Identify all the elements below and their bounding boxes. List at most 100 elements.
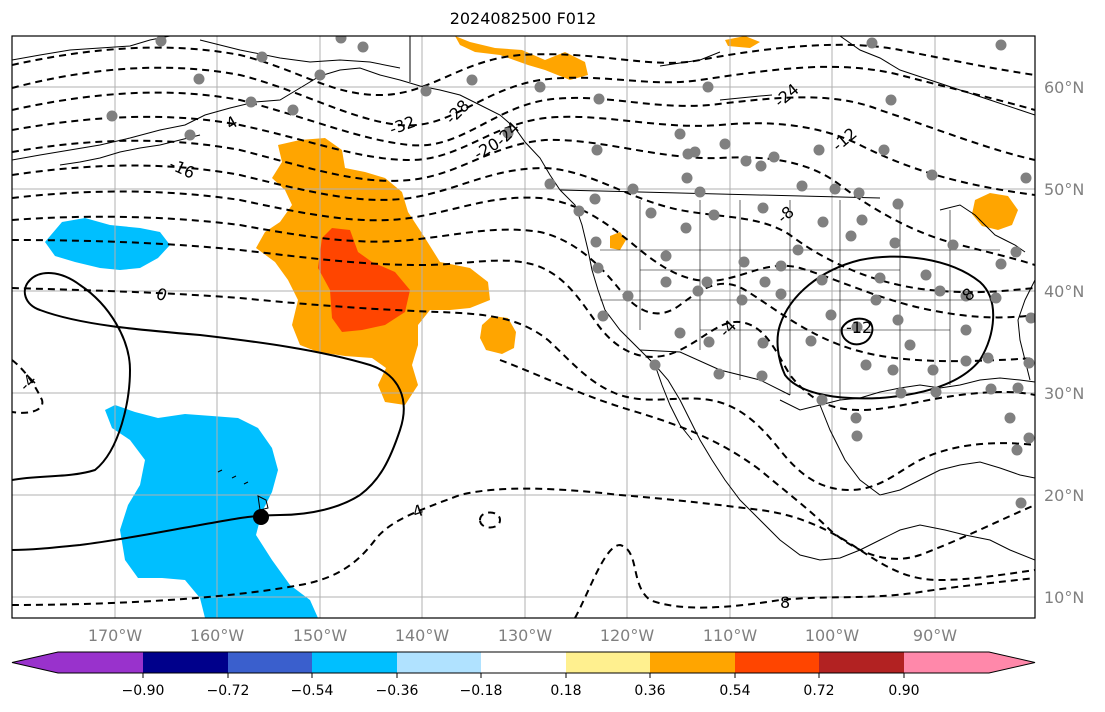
contour-solid-zero	[12, 272, 405, 551]
contour-label: 0	[154, 284, 170, 305]
colorbar-tick-label: 0.90	[888, 683, 920, 699]
lon-label-140w: 140°W	[394, 626, 450, 645]
colorbar-tick-label: −0.72	[206, 683, 250, 699]
colorbar-extend-low	[12, 652, 58, 673]
contour-dashed-p8	[574, 543, 1035, 618]
contour-dashed-north3	[12, 91, 1035, 161]
contour-dashed-m20	[12, 190, 1035, 319]
aleutian-chain	[59, 134, 201, 166]
location-marker	[253, 509, 269, 525]
colorbar-tick-label: −0.18	[459, 683, 503, 699]
colorbar-segment	[650, 652, 735, 673]
station-dots	[106, 36, 1035, 509]
contour-dashed-m16	[12, 215, 1035, 363]
contour-label: -12	[828, 124, 860, 155]
contour-dashed-m28	[12, 138, 1035, 266]
colorbar-tick-label: −0.36	[375, 683, 419, 699]
contour-solid-east-inner	[840, 317, 874, 346]
colorbar-tick-label: 0.72	[803, 683, 835, 699]
contour-dashed-north2	[12, 65, 1035, 127]
islands-north	[659, 51, 773, 101]
lon-label-120w: 120°W	[599, 626, 655, 645]
lon-label-130w: 130°W	[497, 626, 553, 645]
contour-dashed-m8	[12, 287, 1035, 492]
contour-dashed-m4b	[499, 359, 1035, 560]
colorbar-segment	[58, 652, 143, 673]
orange-region-north2	[725, 36, 760, 48]
colorbar-segment	[735, 652, 819, 673]
contour-label: -16	[166, 154, 198, 182]
lon-label-150w: 150°W	[292, 626, 348, 645]
lon-label-160w: 160°W	[189, 626, 245, 645]
state-lines	[600, 200, 1000, 400]
colorbar-segment	[904, 652, 989, 673]
lon-label-90w: 90°W	[912, 626, 958, 645]
lat-label-30: 30°N	[1044, 384, 1085, 403]
hawaii-islands	[217, 469, 269, 511]
lat-label-50: 50°N	[1044, 180, 1085, 199]
map-title: 2024082500 F012	[449, 9, 597, 28]
contour-dashed-m24	[12, 164, 1035, 294]
contour-dashed-north1	[12, 43, 1035, 97]
colorbar-segment	[312, 652, 397, 673]
lon-label-100w: 100°W	[804, 626, 860, 645]
contour-label: -12	[846, 318, 872, 337]
lat-label-10: 10°N	[1044, 588, 1085, 607]
us-west-coast	[559, 189, 1035, 561]
lon-label-170w: 170°W	[87, 626, 143, 645]
contour-dashed-p4-ring	[478, 511, 502, 529]
colorbar-segment	[566, 652, 650, 673]
canada-border	[409, 36, 881, 199]
blue-region-northwest	[45, 218, 170, 270]
contour-dashed-m12	[12, 239, 1035, 412]
coastlines	[12, 36, 1035, 561]
contour-label: -28	[441, 96, 473, 128]
colorbar-tick-label: 0.18	[550, 683, 582, 699]
hudson-bay-area	[839, 36, 1035, 116]
contour-label: 4	[410, 500, 426, 521]
colorbar-tick-label: 0.36	[634, 683, 666, 699]
contour-solid-east	[776, 255, 995, 400]
siberia-coast	[12, 36, 171, 61]
alaska-coast	[12, 67, 561, 191]
mexico-gulf-coast	[819, 404, 1035, 496]
orange-region-idaho	[610, 232, 626, 250]
colorbar-segment	[481, 652, 566, 673]
contour-label: 8	[958, 284, 978, 305]
contour-label: 4	[223, 112, 241, 134]
alaska-north	[199, 39, 401, 69]
colorbar-tick-label: −0.90	[121, 683, 165, 699]
colorbar-outline	[11, 651, 1036, 674]
colorbar-tick-label: 0.54	[719, 683, 751, 699]
contour-label: -32	[387, 112, 418, 139]
negative-anomaly-regions	[45, 218, 318, 618]
contour-dashed-m32	[12, 115, 1035, 196]
baja-california	[654, 364, 693, 441]
graticule	[12, 36, 1035, 618]
orange-region-north	[455, 36, 588, 80]
contour-dashed-p4	[12, 487, 1035, 606]
colorbar-segment	[819, 652, 904, 673]
lat-label-40: 40°N	[1044, 282, 1085, 301]
colorbar-segment	[397, 652, 481, 673]
contour-label: -24	[770, 80, 802, 111]
colorbar-extend-high	[989, 652, 1035, 673]
colorbar-segment	[143, 652, 228, 673]
colorbar-tick-label: −0.54	[290, 683, 334, 699]
contour-label: 8	[780, 593, 790, 612]
lat-label-20: 20°N	[1044, 486, 1085, 505]
great-lakes	[939, 204, 1026, 253]
lat-label-60: 60°N	[1044, 78, 1085, 97]
contour-label: -8	[773, 202, 797, 227]
orange-region-great-lakes	[972, 193, 1018, 230]
contour-dashed-m4	[12, 359, 44, 414]
orange-region-offshore-small	[480, 316, 516, 354]
colorbar	[11, 651, 1036, 678]
map-frame	[11, 35, 1036, 619]
contour-lines	[12, 43, 1035, 618]
blue-region-hawaii	[105, 405, 318, 618]
contour-label: -4	[715, 316, 740, 341]
lon-label-110w: 110°W	[702, 626, 758, 645]
colorbar-segment	[228, 652, 312, 673]
